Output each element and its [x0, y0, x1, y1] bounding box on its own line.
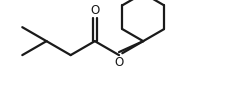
Text: O: O — [114, 56, 124, 69]
Text: O: O — [90, 4, 100, 17]
